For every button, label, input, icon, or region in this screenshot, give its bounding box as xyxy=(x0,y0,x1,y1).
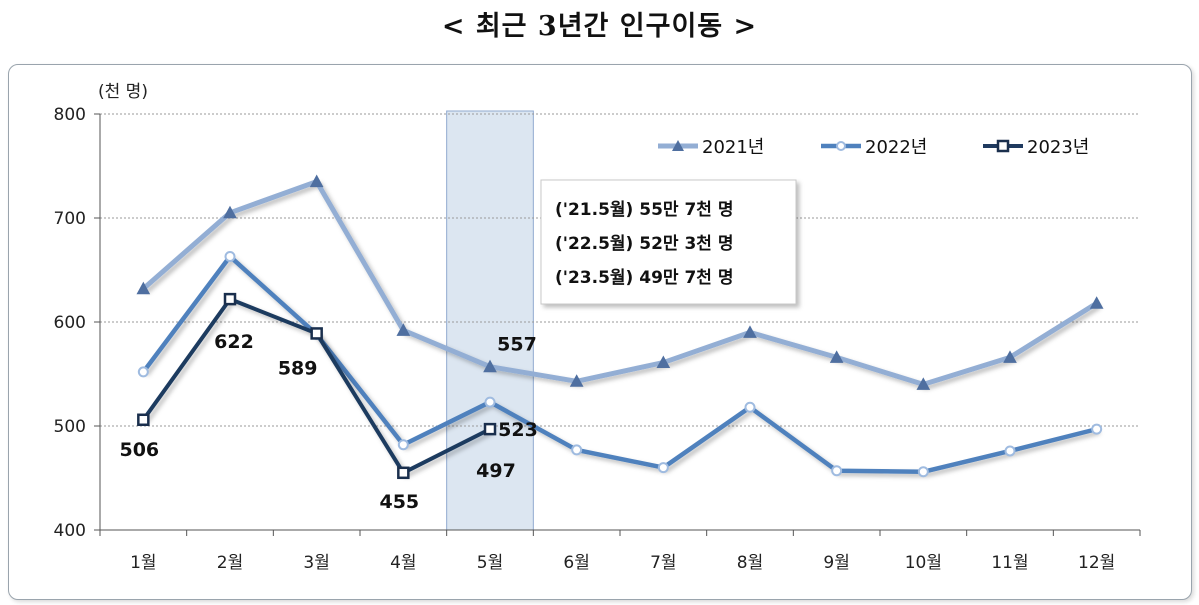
x-tick-label: 8월 xyxy=(737,553,763,573)
marker-triangle xyxy=(829,350,844,363)
legend-marker-triangle xyxy=(672,140,684,151)
data-label: 506 xyxy=(119,439,159,461)
marker-square xyxy=(223,292,237,306)
x-tick-label: 5월 xyxy=(477,553,503,573)
y-unit-label: (천 명) xyxy=(98,82,148,102)
marker-triangle xyxy=(223,205,237,219)
marker-circle xyxy=(917,466,929,478)
x-tick-label: 10월 xyxy=(905,553,942,573)
marker-circle xyxy=(224,250,236,262)
marker-triangle xyxy=(483,359,497,373)
data-labels: 506 622 589 455 497 557 523 xyxy=(119,331,537,513)
marker-circle xyxy=(657,462,669,474)
legend: 2021년 2022년 2023년 xyxy=(658,137,1089,158)
marker-triangle xyxy=(309,174,324,188)
marker-circle xyxy=(137,366,149,378)
annotation-box: ('21.5월) 55만 7천 명 ('22.5월) 52만 3천 명 ('23.5… xyxy=(540,179,797,305)
marker-square xyxy=(137,413,150,427)
legend-label: 2022년 xyxy=(865,137,927,158)
y-tick-label: 800 xyxy=(54,105,86,125)
x-tick-label: 12월 xyxy=(1078,553,1115,573)
marker-triangle xyxy=(916,377,931,390)
x-tick-label: 9월 xyxy=(823,553,849,573)
data-label: 622 xyxy=(214,331,254,353)
data-label: 589 xyxy=(278,357,318,379)
x-tick-label: 7월 xyxy=(650,553,676,573)
annotation-line: ('23.5월) 49만 7천 명 xyxy=(555,268,734,288)
y-tick-label: 400 xyxy=(54,521,86,541)
marker-triangle xyxy=(743,325,757,338)
marker-triangle xyxy=(1003,350,1017,363)
annotation-line: ('22.5월) 52만 3천 명 xyxy=(555,234,734,254)
legend-label: 2023년 xyxy=(1027,137,1089,158)
x-tick-label: 2월 xyxy=(217,553,243,573)
legend-label: 2021년 xyxy=(702,137,764,158)
y-tick-label: 700 xyxy=(54,209,86,229)
x-tick-label: 11월 xyxy=(991,553,1028,573)
marker-triangle xyxy=(396,323,411,336)
series-markers xyxy=(136,174,1104,480)
legend-marker-circle xyxy=(836,141,846,151)
series-line-2022년 xyxy=(141,254,1098,475)
series-line-2021년 xyxy=(141,179,1098,387)
marker-square xyxy=(483,422,497,436)
marker-circle xyxy=(744,401,756,413)
legend-marker-square xyxy=(996,139,1010,153)
marker-circle xyxy=(484,396,496,408)
marker-triangle xyxy=(1089,296,1104,309)
data-label: 523 xyxy=(498,419,538,441)
chart-title: < 최근 3년간 인구이동 > xyxy=(441,11,758,42)
annotation-line: ('21.5월) 55만 7천 명 xyxy=(555,200,734,220)
x-tick-label: 3월 xyxy=(303,553,329,573)
x-tick-label: 4월 xyxy=(390,553,416,573)
marker-triangle xyxy=(656,355,671,369)
marker-square xyxy=(397,466,410,480)
x-tick-label: 6월 xyxy=(563,553,589,573)
highlight-band xyxy=(446,110,534,531)
marker-square xyxy=(310,327,323,340)
data-label: 557 xyxy=(497,334,537,356)
y-tick-label: 600 xyxy=(54,313,86,333)
data-label: 497 xyxy=(476,460,516,482)
marker-circle xyxy=(1004,445,1016,457)
marker-circle xyxy=(831,465,843,477)
x-tick-label: 1월 xyxy=(130,553,156,573)
y-tick-label: 500 xyxy=(54,417,86,437)
axes: 400 500 600 700 800 1월 2월 3월 4월 5월 6월 7월 8월 9월 10월 11월 1… xyxy=(54,82,1141,573)
marker-triangle xyxy=(569,374,584,387)
annotation-box-bg xyxy=(540,179,797,305)
marker-circle xyxy=(397,439,409,451)
data-label: 455 xyxy=(379,491,419,513)
marker-circle xyxy=(1091,423,1103,435)
marker-circle xyxy=(571,444,583,456)
marker-triangle xyxy=(136,281,151,295)
